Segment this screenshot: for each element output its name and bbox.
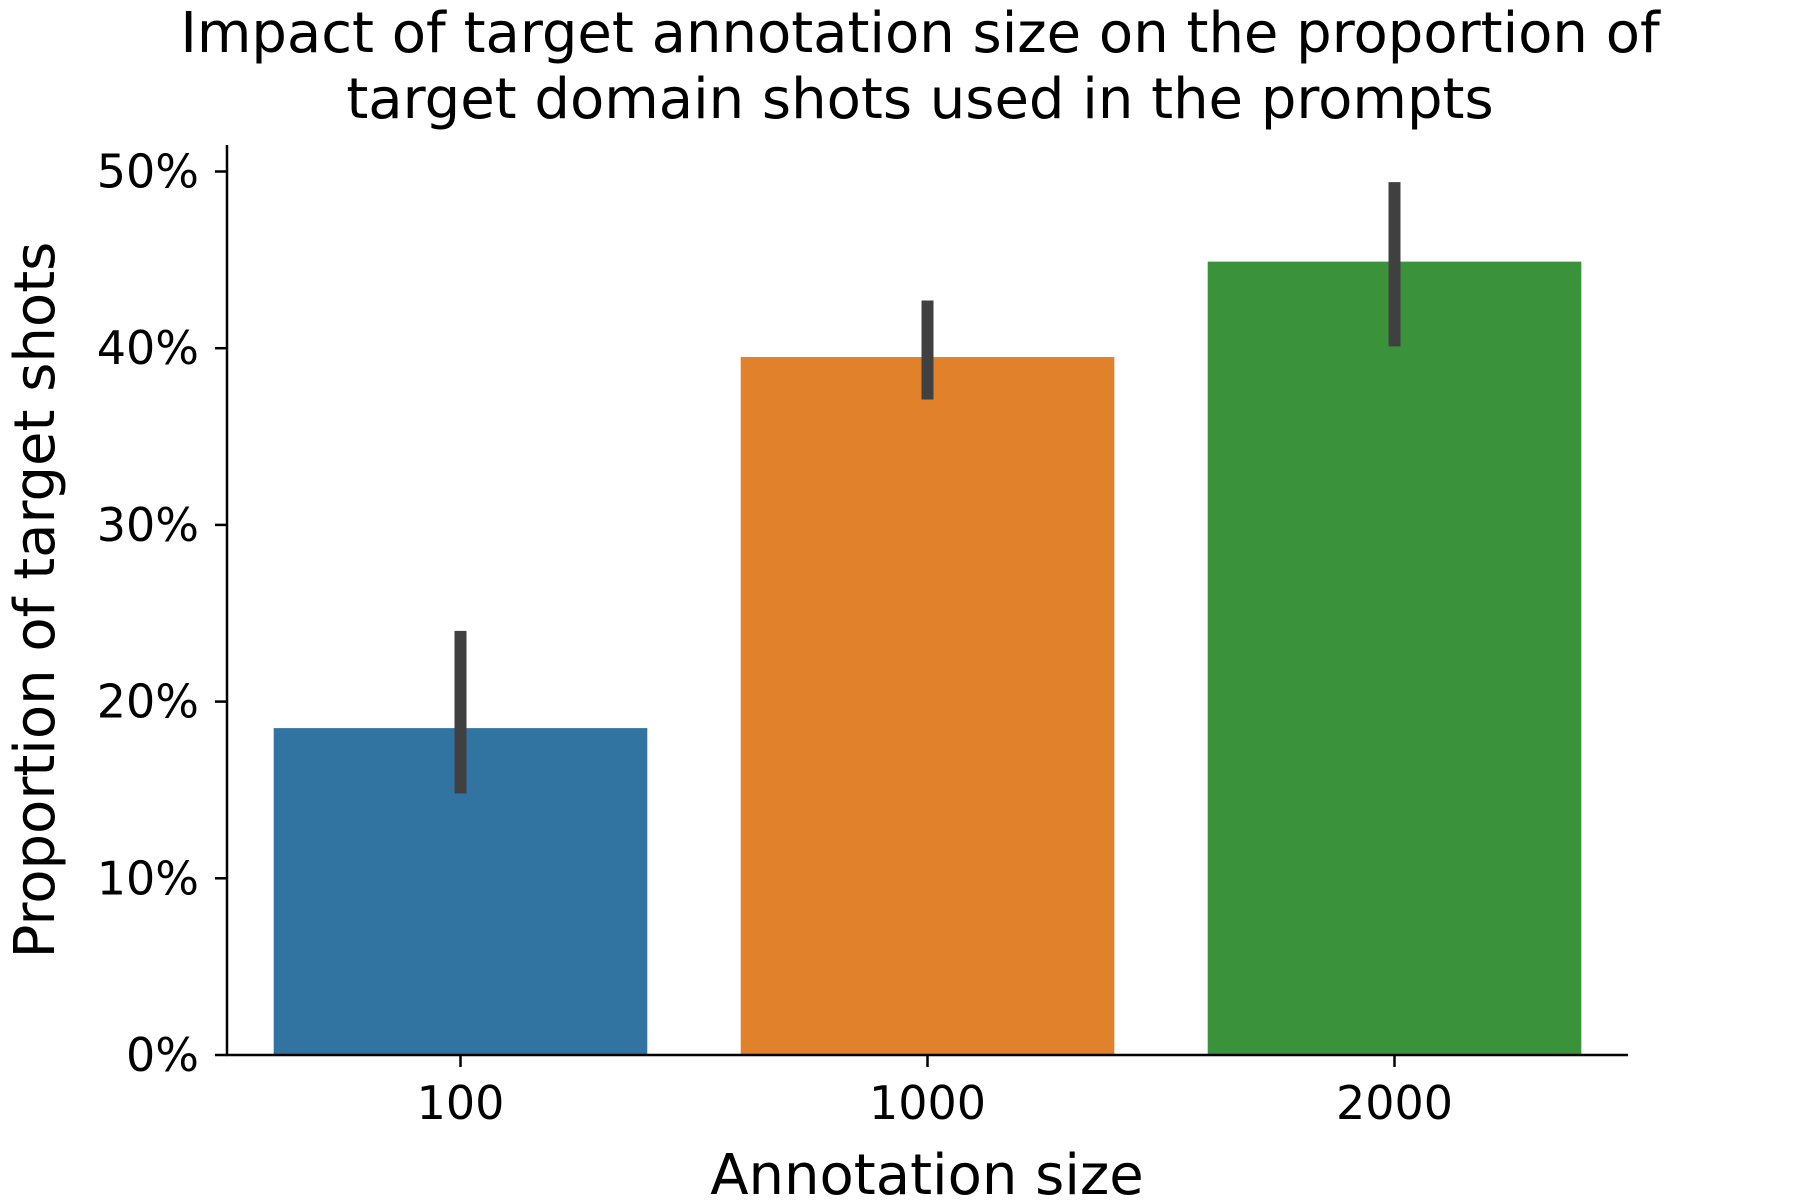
y-tick-label: 10% — [97, 851, 199, 905]
y-tick-label: 20% — [97, 675, 199, 729]
y-axis-ticks: 0% 10% 20% 30% 40% 50% — [97, 145, 227, 1082]
y-tick-label: 40% — [97, 321, 199, 375]
y-tick-label: 50% — [97, 145, 199, 199]
chart-title: Impact of target annotation size on the … — [180, 1, 1661, 132]
x-tick-label: 2000 — [1336, 1076, 1453, 1130]
chart-title-line-1: Impact of target annotation size on the … — [180, 1, 1661, 66]
x-axis-ticks: 100 1000 2000 — [417, 1055, 1453, 1130]
x-tick-label: 1000 — [869, 1076, 986, 1130]
bars-group — [273, 261, 1582, 1056]
y-tick-label: 30% — [97, 498, 199, 552]
y-tick-label: 0% — [126, 1028, 199, 1082]
bar-2000 — [1207, 261, 1582, 1056]
chart-title-line-2: target domain shots used in the prompts — [346, 67, 1493, 132]
error-bars-group — [454, 182, 1401, 794]
x-axis-label: Annotation size — [710, 1143, 1143, 1200]
x-tick-label: 100 — [417, 1076, 505, 1130]
y-axis-label: Proportion of target shots — [3, 242, 68, 959]
bar-1000 — [740, 357, 1115, 1056]
